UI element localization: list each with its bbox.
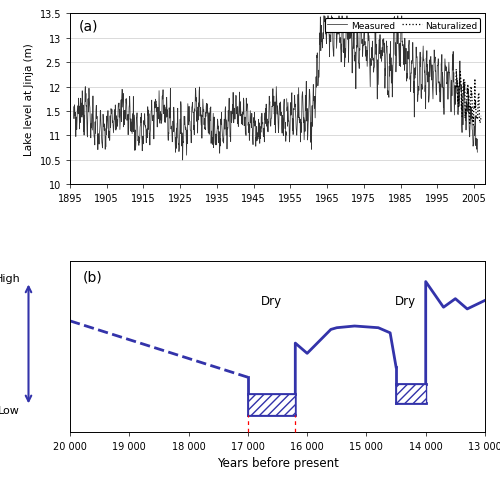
Bar: [396, 384, 426, 403]
Measured: [227, 122, 233, 128]
Measured: [70, 105, 76, 110]
Text: (a): (a): [78, 20, 98, 34]
Measured: [180, 158, 186, 164]
Naturalized: [470, 124, 476, 130]
Naturalized: [453, 67, 459, 73]
Naturalized: [474, 115, 480, 121]
Naturalized: [452, 85, 458, 91]
Naturalized: [472, 98, 478, 104]
Line: Naturalized: Naturalized: [456, 70, 481, 127]
Text: Low: Low: [0, 405, 20, 415]
Text: (b): (b): [82, 270, 102, 284]
Naturalized: [454, 81, 460, 87]
Line: Measured: Measured: [74, 87, 286, 161]
Text: High: High: [0, 274, 20, 284]
Measured: [268, 116, 274, 122]
Measured: [284, 133, 290, 139]
Text: Dry: Dry: [261, 295, 282, 308]
Measured: [212, 143, 218, 148]
Naturalized: [478, 114, 484, 120]
Y-axis label: Lake level at Jinja (m): Lake level at Jinja (m): [24, 43, 34, 156]
Text: Dry: Dry: [394, 295, 415, 308]
Measured: [82, 84, 88, 90]
X-axis label: Years before present: Years before present: [216, 456, 338, 469]
Naturalized: [464, 85, 470, 91]
Measured: [124, 96, 130, 102]
Measured: [145, 113, 151, 119]
Measured: [266, 102, 272, 108]
Naturalized: [453, 86, 459, 92]
Legend: Measured, Naturalized: Measured, Naturalized: [324, 19, 480, 33]
Naturalized: [466, 105, 471, 110]
Bar: [248, 395, 296, 415]
